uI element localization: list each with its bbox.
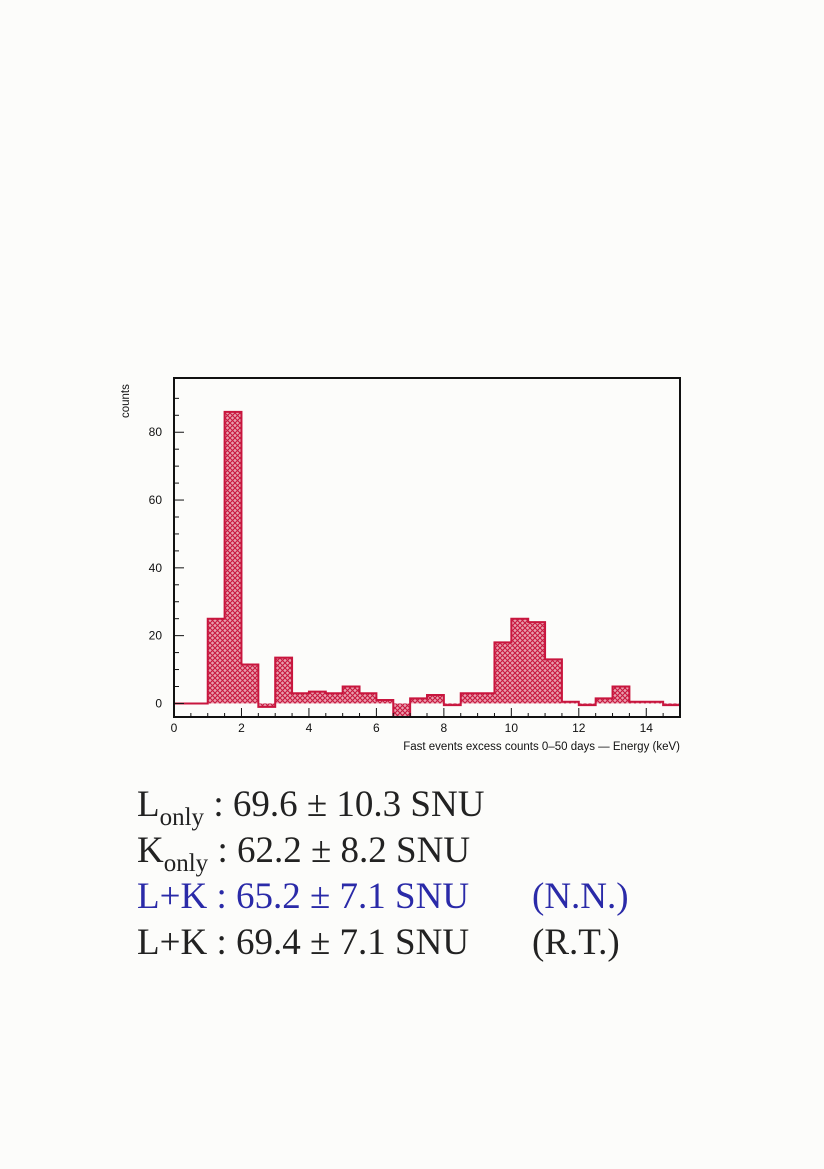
- y-tick-label: 0: [155, 696, 162, 710]
- x-tick-label: 8: [441, 721, 448, 735]
- result-value: : 65.2 ± 7.1 SNU: [207, 876, 470, 917]
- x-tick-label: 0: [171, 721, 178, 735]
- histogram-bar: [308, 691, 326, 704]
- y-axis-label: counts: [120, 384, 132, 418]
- histogram-bar: [258, 703, 276, 707]
- x-tick-label: 14: [640, 721, 654, 735]
- x-tick-label: 10: [505, 721, 519, 735]
- x-axis-label: Fast events excess counts 0–50 days — En…: [403, 741, 680, 753]
- histogram-bar: [410, 698, 427, 704]
- histogram-bar: [275, 657, 293, 704]
- histogram-bar: [342, 686, 360, 704]
- x-tick-label: 4: [306, 721, 313, 735]
- y-axis: 0 20 40 60 80: [149, 397, 184, 710]
- histogram-bar: [545, 659, 562, 704]
- x-tick-label: 6: [373, 721, 380, 735]
- histogram-bar: [376, 700, 394, 704]
- histogram-bar: [393, 703, 411, 717]
- result-value: : 62.2 ± 8.2 SNU: [208, 830, 471, 871]
- result-value: : 69.4 ± 7.1 SNU: [207, 922, 470, 963]
- x-tick-label: 2: [238, 721, 245, 735]
- y-tick-label: 60: [149, 493, 163, 507]
- result-value: : 69.6 ± 10.3 SNU: [204, 784, 485, 825]
- histogram-outline: [174, 410, 681, 718]
- y-tick-label: 80: [149, 425, 163, 439]
- histogram-bar: [207, 618, 225, 704]
- result-subscript: only: [159, 804, 205, 831]
- x-tick-label: 12: [572, 721, 586, 735]
- histogram-bar: [460, 693, 478, 704]
- y-tick-label: 20: [149, 629, 163, 643]
- histogram-bar: [511, 618, 529, 704]
- result-note: (R.T.): [532, 922, 620, 963]
- result-symbol: K: [137, 830, 164, 871]
- histogram-bar: [612, 686, 630, 704]
- histogram-bar: [292, 693, 309, 704]
- result-note: (N.N.): [532, 876, 629, 917]
- histogram-bar: [494, 642, 512, 704]
- result-line-k-only: Konly : 62.2 ± 8.2 SNU: [137, 828, 471, 877]
- histogram-bar: [224, 411, 242, 704]
- result-subscript: only: [163, 850, 209, 877]
- histogram-bar: [477, 693, 495, 704]
- result-symbol: L+K: [137, 922, 208, 963]
- histogram-bar: [241, 664, 259, 704]
- histogram-bar: [528, 622, 546, 704]
- histogram-bar: [427, 694, 444, 704]
- result-line-l-only: Lonly : 69.6 ± 10.3 SNU: [137, 782, 485, 831]
- histogram-bar: [359, 693, 377, 704]
- result-symbol: L+K: [137, 876, 208, 917]
- histogram-bar: [595, 698, 613, 704]
- result-line-lk-rt: L+K : 69.4 ± 7.1 SNU (R.T.): [137, 920, 620, 965]
- histogram-chart: 0 2 4 6 8 10 12 14 0 20 40 60 80 Fast events excess…: [120, 377, 681, 753]
- y-tick-label: 40: [149, 561, 163, 575]
- histogram-bars: [207, 411, 680, 717]
- result-symbol: L: [137, 784, 160, 825]
- x-axis: 0 2 4 6 8 10 12 14: [171, 708, 681, 735]
- result-line-lk-nn: L+K : 65.2 ± 7.1 SNU (N.N.): [137, 874, 629, 919]
- histogram-bar: [325, 693, 343, 704]
